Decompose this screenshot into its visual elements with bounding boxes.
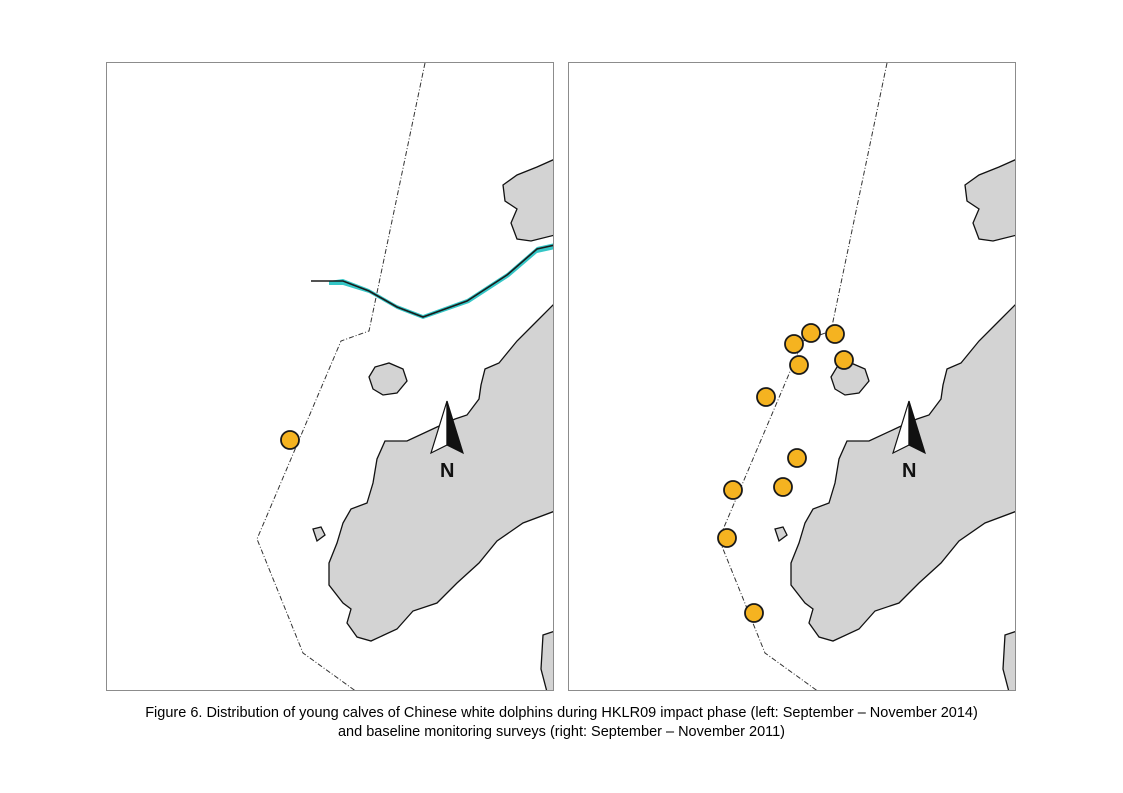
sighting-point [801,323,821,343]
map-panel-right: N [568,62,1016,691]
sighting-point [717,528,737,548]
land-chek-lap-kok-island [830,362,870,396]
land-lantau [328,304,553,642]
north-arrow-white-half [430,400,448,455]
map-panel-left: N [106,62,554,691]
survey-boundary-line [718,63,888,690]
land-north-coast [502,159,553,242]
north-arrow-dark-half [446,400,464,455]
north-arrow-white-half [892,400,910,455]
land-southeast-corner [540,630,553,690]
land-chek-lap-kok-island [368,362,408,396]
land-islet-small [774,526,788,543]
sighting-point [756,387,776,407]
north-arrow: N [892,400,926,482]
sighting-point [280,430,300,450]
north-arrow: N [430,400,464,482]
sighting-point [744,603,764,623]
figure-caption: Figure 6. Distribution of young calves o… [0,704,1123,742]
sighting-point [789,355,809,375]
figure-caption-line-2: and baseline monitoring surveys (right: … [337,724,786,740]
north-arrow-label: N [902,460,916,482]
bridge-alignment-fill [329,243,553,319]
figure-caption-line-1: Figure 6. Distribution of young calves o… [145,705,978,721]
land-southeast-corner [1002,630,1015,690]
north-arrow-dark-half [908,400,926,455]
map-left-svg: N [256,63,553,690]
north-arrow-label: N [440,460,454,482]
sighting-point [723,480,743,500]
land-islet-small [312,526,326,543]
sighting-point [825,324,845,344]
sighting-point [784,334,804,354]
sighting-point [787,448,807,468]
bridge-alignment-line [311,244,553,318]
map-right-svg: N [717,63,1015,690]
land-lantau [790,304,1015,642]
sighting-point [773,477,793,497]
land-north-coast [964,159,1015,242]
sighting-point [834,350,854,370]
